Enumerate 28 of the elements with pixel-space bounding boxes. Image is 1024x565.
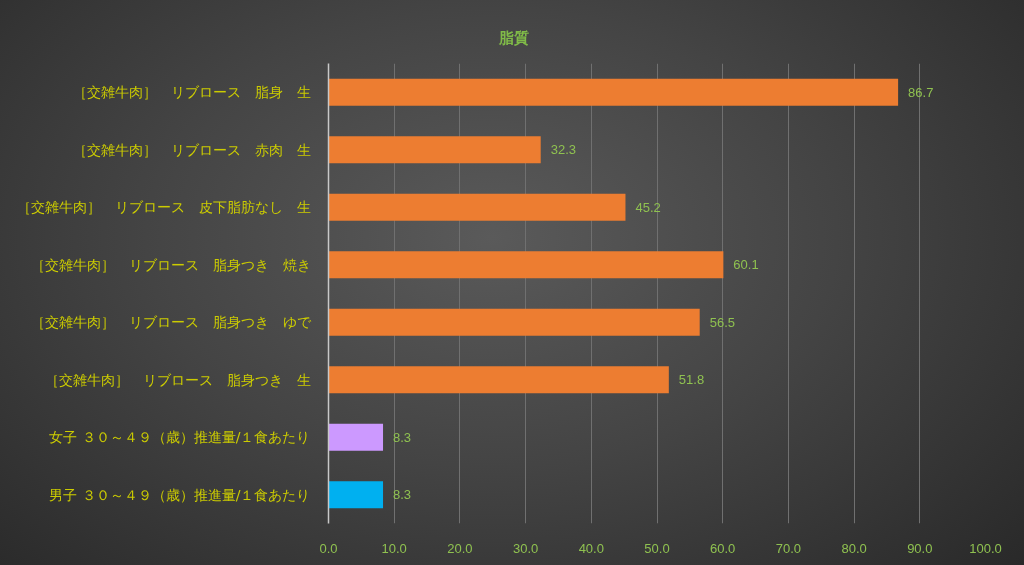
x-tick-label: 60.0: [710, 540, 736, 556]
y-tick-label: ［交雑牛肉］ リブロース 脂身つき 生: [44, 371, 311, 388]
chart-title: 脂質: [497, 28, 529, 47]
x-tick-label: 50.0: [644, 540, 670, 556]
x-tick-label: 70.0: [775, 540, 802, 556]
x-tick-label: 80.0: [841, 540, 867, 556]
y-tick-label: ［交雑牛肉］ リブロース 脂身つき 焼き: [30, 256, 311, 273]
x-tick-label: 10.0: [381, 540, 407, 556]
x-tick-label: 40.0: [578, 540, 604, 556]
y-tick-label: ［交雑牛肉］ リブロース 脂身つき ゆで: [30, 314, 312, 331]
y-tick-label: 男子 ３０～４９（歳）推進量/１食あたり: [49, 486, 311, 503]
x-tick-label: 20.0: [447, 540, 473, 556]
data-label: 45.2: [635, 199, 661, 215]
data-label: 8.3: [393, 487, 412, 503]
data-label: 32.3: [550, 142, 577, 158]
data-label: 51.8: [678, 372, 705, 388]
x-tick-label: 30.0: [512, 540, 539, 556]
x-tick-label: 0.0: [319, 540, 338, 556]
y-tick-label: ［交雑牛肉］ リブロース 脂身 生: [72, 84, 311, 101]
data-label: 8.3: [393, 429, 412, 445]
x-tick-label: 90.0: [907, 540, 933, 556]
data-label: 86.7: [908, 84, 934, 100]
data-label: 56.5: [709, 314, 736, 330]
x-tick-label: 100.0: [969, 540, 1002, 556]
y-tick-label: 女子 ３０～４９（歳）推進量/１食あたり: [49, 429, 311, 446]
y-tick-label: ［交雑牛肉］ リブロース 皮下脂肪なし 生: [16, 199, 311, 216]
y-tick-label: ［交雑牛肉］ リブロース 赤肉 生: [72, 141, 311, 158]
data-label: 60.1: [733, 257, 759, 273]
